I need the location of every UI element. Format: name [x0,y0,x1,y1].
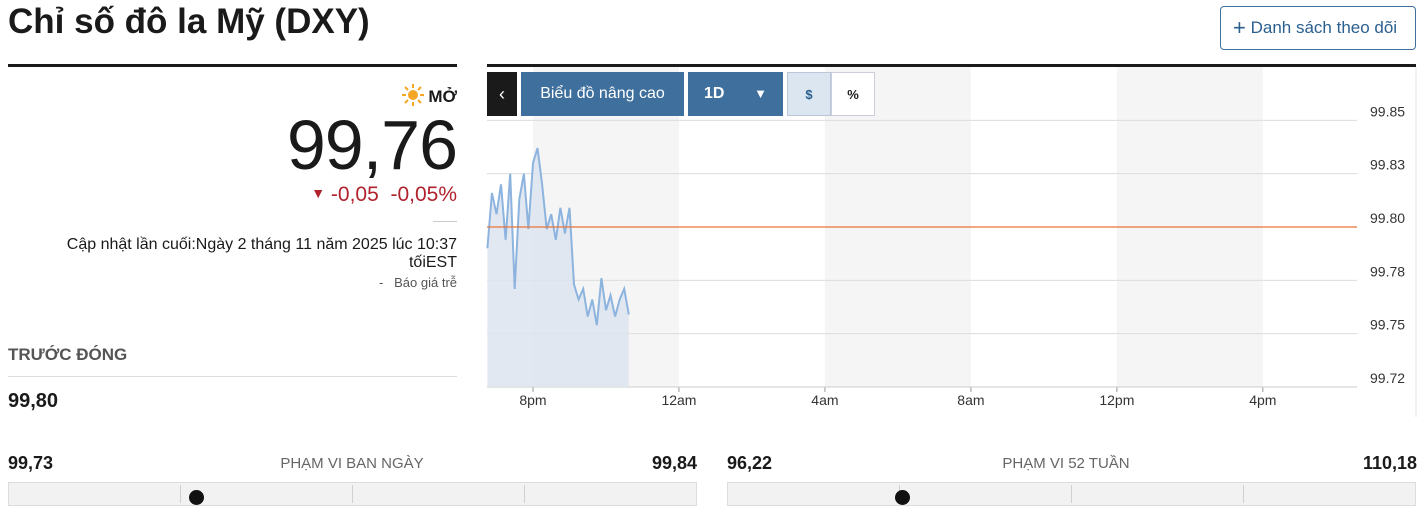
range-label: PHẠM VI 52 TUẦN [1002,455,1130,472]
last-updated: Cập nhật lần cuối:Ngày 2 tháng 11 năm 20… [66,236,457,271]
y-tick-label: 99.80 [1370,210,1405,226]
change-percent: -0,05% [390,183,457,206]
watchlist-label: Danh sách theo dõi [1250,18,1398,37]
range-marker [189,490,205,505]
delay-text: Báo giá trễ [394,275,457,290]
advanced-chart-button[interactable]: Biểu đồ nâng cao [521,72,684,116]
down-arrow: ▼ [311,185,326,201]
x-tick-label: 4pm [1249,392,1276,408]
y-tick-label: 99.85 [1370,103,1405,119]
price-line [486,147,630,326]
x-tick-label: 4am [811,392,838,408]
prev-close-label: TRƯỚC ĐÓNG [8,345,128,364]
period-label: 1D [704,85,725,102]
delay-marker: - [378,275,384,290]
divider [8,64,457,67]
y-tick-label: 99.72 [1370,370,1405,386]
y-tick-label: 99.83 [1370,157,1405,173]
range-high: 110,18 [1362,453,1417,473]
y-tick-label: 99.75 [1370,317,1405,333]
status-text: MỞ [428,87,457,106]
collapse-button[interactable]: ‹ [487,72,517,116]
range-bar [8,482,697,506]
price: 99,76 [286,106,458,184]
range-bar [727,482,1416,506]
change: ▼ -0,05 -0,05% [311,183,457,207]
x-tick-label: 8am [957,392,984,408]
dollar-toggle[interactable]: $ [787,72,831,116]
dropdown-arrow: ▼ [754,86,767,101]
range-marker [895,490,911,505]
market-status: MỞ [401,84,457,107]
divider [8,376,457,377]
range-label: PHẠM VI BAN NGÀY [280,455,424,472]
percent-toggle[interactable]: % [831,72,875,116]
prev-close-value: 99,80 [8,390,59,412]
price-area [487,148,629,387]
delay-note: - Báo giá trễ [379,275,457,290]
range-high: 99,84 [651,453,697,473]
range-low: 99,73 [8,453,54,473]
divider [487,64,1416,67]
x-tick-label: 12am [661,392,696,408]
page-title: Chỉ số đô la Mỹ (DXY) [8,2,370,41]
sun-icon [401,84,424,106]
y-tick-label: 99.78 [1370,263,1405,279]
x-tick-label: 12pm [1099,392,1134,408]
period-select[interactable]: 1D ▼ [688,72,783,116]
plus-icon: + [1233,15,1246,40]
x-tick-label: 8pm [519,392,546,408]
divider [433,221,457,222]
range-low: 96,22 [727,453,773,473]
change-value: -0,05 [330,183,379,206]
watchlist-button[interactable]: + Danh sách theo dõi [1220,6,1416,50]
